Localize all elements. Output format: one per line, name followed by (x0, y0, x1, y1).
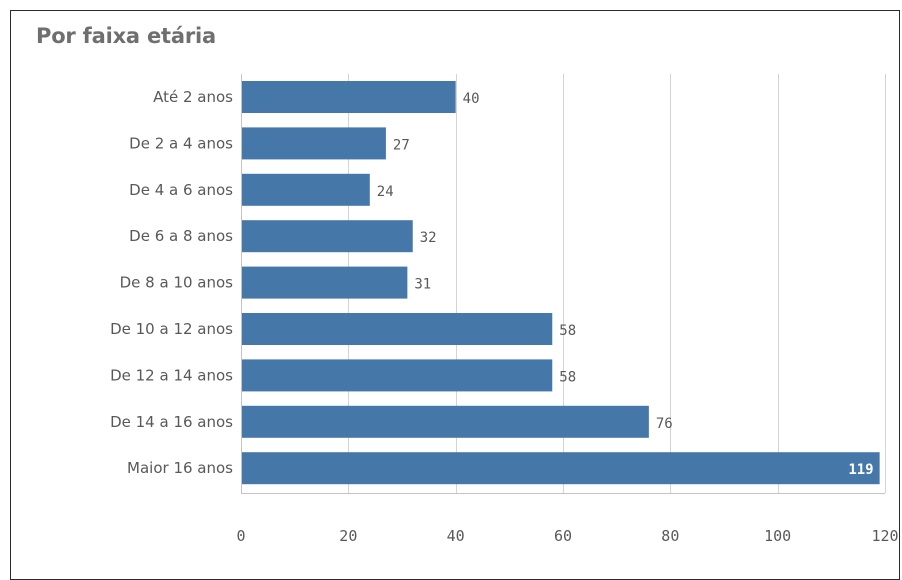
data-label: 58 (559, 323, 576, 339)
data-label: 58 (559, 369, 576, 385)
data-label: 76 (656, 416, 673, 432)
category-label: De 6 a 8 anos (129, 227, 233, 245)
x-tick-label: 80 (661, 527, 679, 545)
bar (242, 81, 456, 113)
bar (242, 405, 649, 438)
category-label: De 10 a 12 anos (110, 320, 233, 338)
bar (242, 127, 386, 160)
bar (242, 173, 370, 206)
x-tick-label: 100 (764, 527, 791, 545)
category-label: De 4 a 6 anos (129, 181, 233, 199)
bar (242, 313, 553, 345)
category-label: Maior 16 anos (127, 459, 233, 477)
bar (242, 452, 880, 485)
data-label: 119 (848, 462, 873, 478)
bar (242, 266, 408, 299)
category-label: Até 2 anos (153, 88, 233, 106)
bar (242, 359, 553, 392)
category-label: De 8 a 10 anos (120, 274, 234, 292)
x-tick-label: 20 (339, 527, 357, 545)
category-label: De 14 a 16 anos (110, 413, 233, 431)
x-tick-label: 120 (871, 527, 898, 545)
x-tick-label: 0 (236, 527, 245, 545)
category-label: De 12 a 14 anos (110, 366, 233, 384)
data-label: 31 (414, 277, 431, 293)
x-tick-label: 40 (447, 527, 465, 545)
data-label: 24 (377, 184, 394, 200)
data-label: 27 (393, 137, 410, 153)
data-label: 40 (463, 91, 480, 107)
bar (242, 220, 413, 253)
data-label: 32 (420, 230, 437, 246)
chart-title: Por faixa etária (36, 24, 216, 48)
x-tick-label: 60 (554, 527, 572, 545)
category-label: De 2 a 4 anos (129, 134, 233, 152)
